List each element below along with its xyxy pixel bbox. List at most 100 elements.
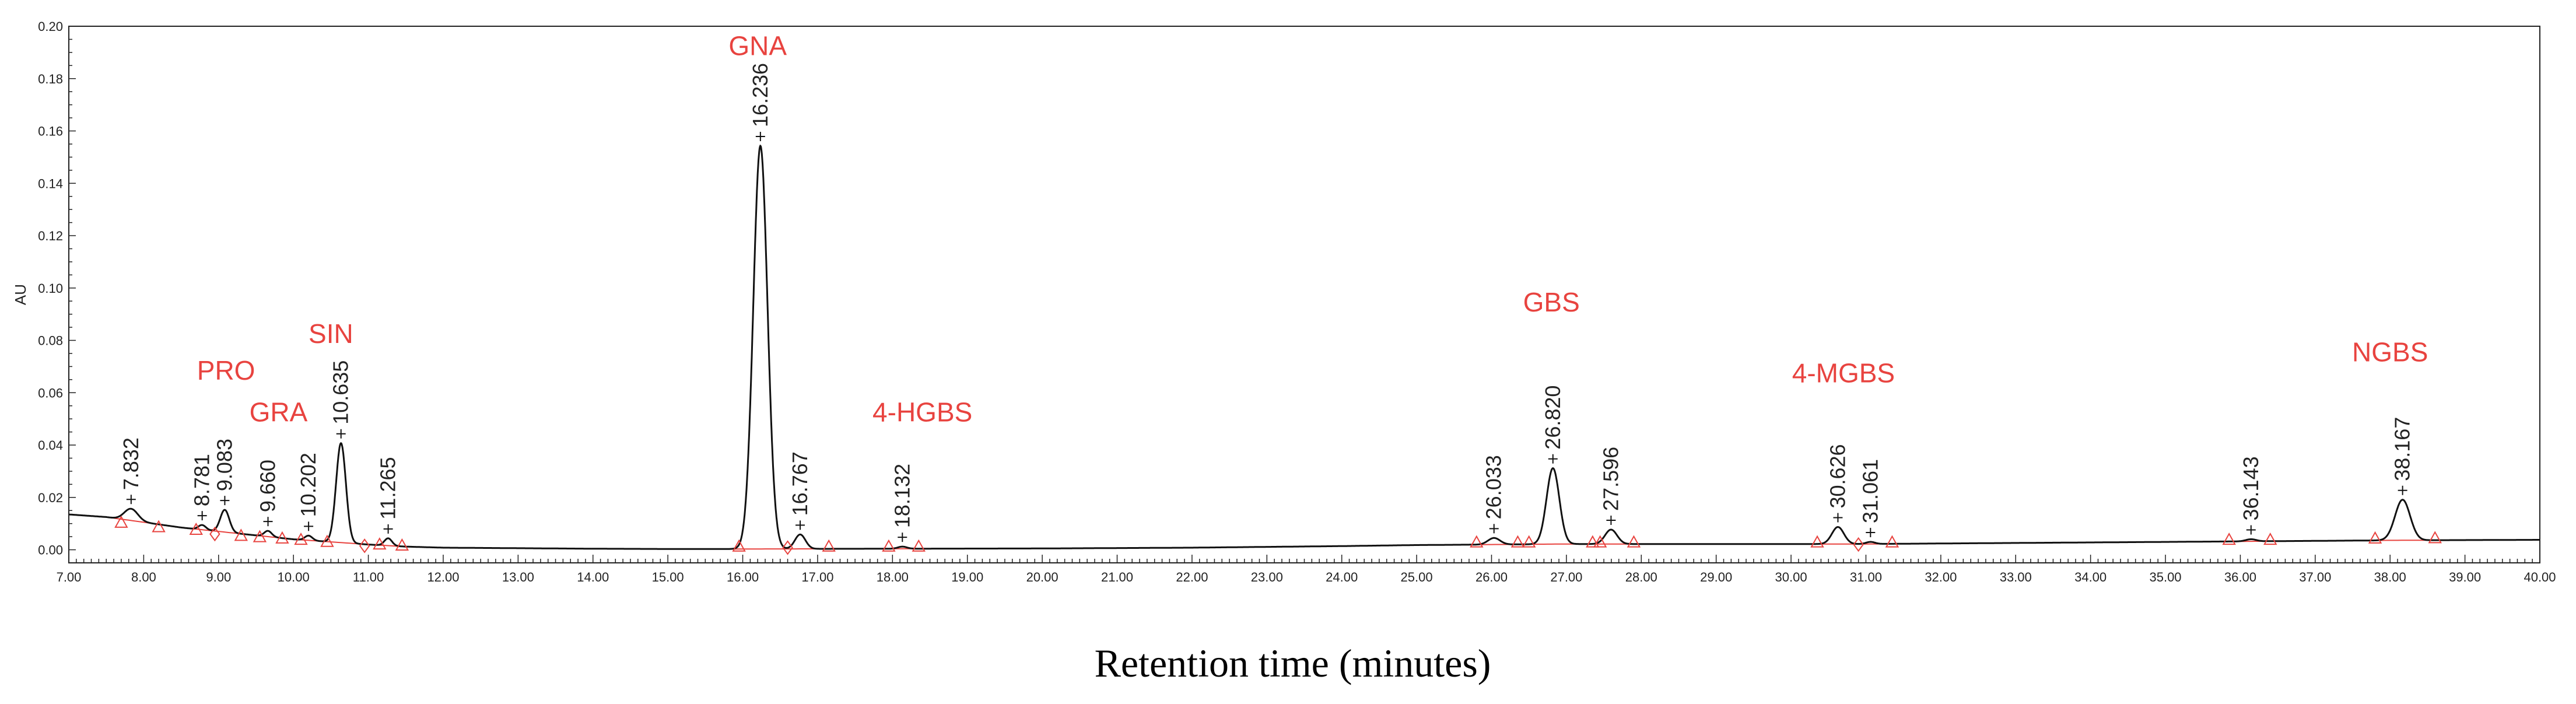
valley-marker	[209, 526, 220, 542]
compound-label: GNA	[728, 30, 787, 61]
x-tick-label: 11.00	[353, 570, 384, 584]
x-tick-label: 26.00	[1475, 570, 1508, 584]
y-axis-label: AU	[12, 284, 29, 305]
x-tick-label: 40.00	[2524, 570, 2556, 584]
chromatogram-trace	[69, 144, 2540, 550]
x-tick-label: 23.00	[1251, 570, 1283, 584]
x-tick-label: 24.00	[1326, 570, 1358, 584]
peak-start-end-marker	[1470, 535, 1484, 548]
x-tick-label: 36.00	[2224, 570, 2256, 584]
y-tick-label: 0.16	[38, 124, 63, 139]
integration-baseline	[68, 514, 2540, 550]
peak-retention-label: 8.781	[190, 454, 214, 506]
compound-label: PRO	[197, 355, 255, 386]
x-tick-label: 7.00	[57, 570, 82, 584]
x-tick-label: 15.00	[652, 570, 684, 584]
x-tick-label: 12.00	[427, 570, 459, 584]
peak-retention-label: 27.596	[1599, 447, 1622, 511]
x-tick-label: 20.00	[1026, 570, 1059, 584]
compound-label: 4-MGBS	[1792, 358, 1895, 388]
y-tick-label: 0.12	[38, 229, 63, 243]
peak-start-end-marker	[2368, 531, 2382, 544]
x-tick-label: 37.00	[2299, 570, 2331, 584]
peak-start-end-marker	[1885, 535, 1899, 548]
peak-start-end-marker	[275, 531, 289, 544]
x-tick-label: 34.00	[2074, 570, 2107, 584]
compound-label: NGBS	[2352, 337, 2428, 367]
peak-start-end-marker	[294, 533, 308, 545]
valley-marker	[1853, 537, 1864, 552]
x-tick-label: 31.00	[1850, 570, 1882, 584]
x-tick-label: 14.00	[577, 570, 609, 584]
compound-labels: PRO GRA SIN GNA 4-HGBS GBS 4-MGBS NGBS	[197, 30, 2428, 427]
peak-start-end-marker	[114, 515, 128, 528]
x-tick-label: 29.00	[1700, 570, 1732, 584]
peak-retention-label: 30.626	[1825, 444, 1849, 508]
peak-start-end-marker	[912, 539, 926, 552]
y-tick-label: 0.06	[38, 386, 63, 400]
y-tick-label: 0.02	[38, 491, 63, 505]
peak-start-end-marker	[189, 522, 203, 535]
y-tick-label: 0.14	[38, 176, 63, 191]
x-axis-label: Retention time (minutes)	[1095, 641, 1491, 685]
peak-boundary-markers	[114, 515, 2442, 555]
x-tick-label: 18.00	[877, 570, 909, 584]
integration-baselines	[68, 514, 2540, 550]
x-tick-label: 9.00	[206, 570, 231, 584]
x-tick-label: 33.00	[2000, 570, 2032, 584]
peak-start-end-marker	[395, 538, 409, 551]
peak-start-end-marker	[1810, 535, 1824, 548]
peak-start-end-marker	[822, 539, 836, 552]
x-tick-label: 32.00	[1925, 570, 1957, 584]
compound-label: GRA	[250, 397, 308, 428]
peak-start-end-marker	[1586, 535, 1600, 548]
peak-start-end-marker	[732, 539, 746, 552]
peak-start-end-marker	[882, 539, 896, 552]
valley-marker	[359, 538, 370, 554]
peak-retention-label: 9.083	[212, 439, 236, 491]
plot-frame	[68, 26, 2540, 563]
peak-retention-label: 7.832	[119, 437, 143, 490]
peak-retention-label: 10.635	[329, 360, 353, 425]
peak-start-end-marker	[2222, 533, 2236, 545]
x-tick-label: 10.00	[278, 570, 310, 584]
x-tick-label: 39.00	[2449, 570, 2481, 584]
x-tick-label: 13.00	[502, 570, 534, 584]
x-tick-label: 38.00	[2374, 570, 2406, 584]
x-tick-label: 21.00	[1101, 570, 1133, 584]
x-tick-label: 35.00	[2149, 570, 2181, 584]
peak-start-end-marker	[2428, 531, 2442, 544]
x-tick-label: 16.00	[727, 570, 759, 584]
peak-start-end-marker	[1522, 535, 1536, 548]
peak-start-end-marker	[234, 528, 248, 541]
peak-retention-label: 9.660	[256, 460, 280, 512]
x-tick-label: 25.00	[1401, 570, 1433, 584]
peak-retention-label: 16.236	[748, 63, 772, 127]
y-tick-label: 0.04	[38, 438, 63, 453]
y-tick-label: 0.00	[38, 543, 63, 558]
x-tick-label: 30.00	[1775, 570, 1807, 584]
x-tick-label: 27.00	[1550, 570, 1582, 584]
axes: 7.00 8.00 9.00 10.00 11.00 12.00 13.00 14.00 15.…	[38, 19, 2556, 584]
peak-start-end-marker	[2263, 533, 2277, 545]
peak-start-end-marker	[253, 530, 267, 542]
x-tick-label: 17.00	[801, 570, 833, 584]
compound-label: SIN	[309, 318, 353, 349]
peak-start-end-marker	[1627, 535, 1641, 548]
x-tick-label: 8.00	[131, 570, 156, 584]
peak-retention-label: 11.265	[376, 457, 400, 519]
peak-retention-label: 31.061	[1858, 459, 1882, 523]
peak-retention-label: 16.767	[788, 451, 812, 516]
y-tick-label: 0.08	[38, 334, 63, 348]
y-tick-label: 0.18	[38, 72, 63, 86]
peak-retention-label: 26.033	[1482, 455, 1506, 519]
y-tick-label: 0.10	[38, 281, 63, 296]
peak-start-end-marker	[1593, 535, 1607, 548]
peak-start-end-marker	[1510, 535, 1525, 548]
peak-start-end-marker	[152, 520, 166, 533]
compound-label: 4-HGBS	[872, 397, 972, 428]
peak-retention-label: 38.167	[2391, 417, 2414, 481]
peak-retention-label: 36.143	[2239, 456, 2263, 520]
